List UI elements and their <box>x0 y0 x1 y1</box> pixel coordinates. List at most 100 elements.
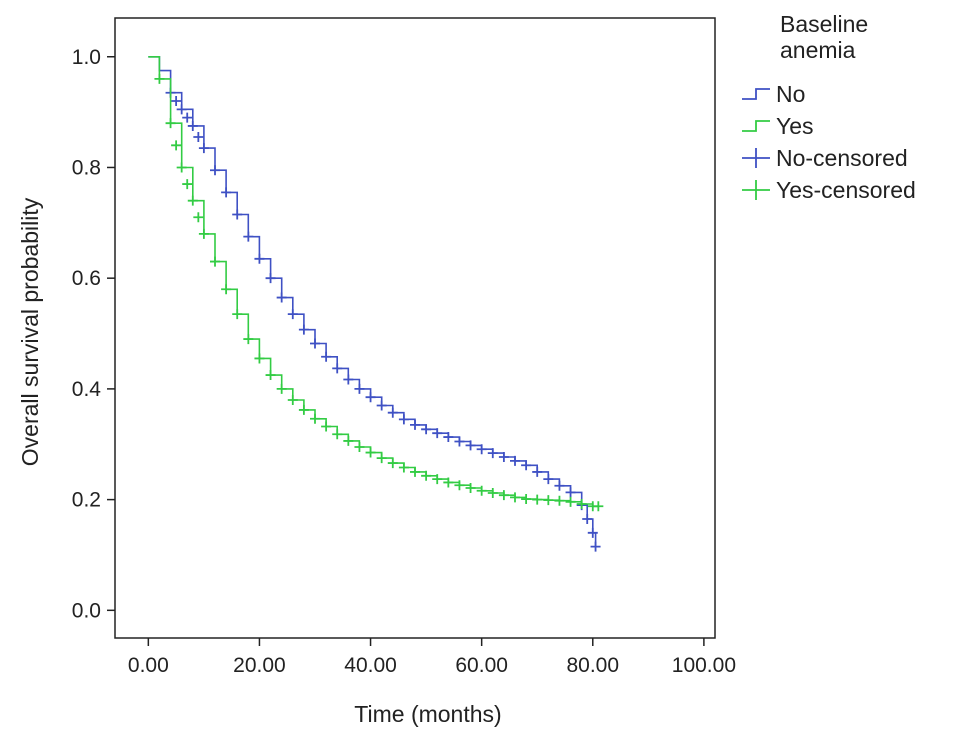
legend-label: Yes <box>776 113 814 139</box>
censor-mark <box>498 490 509 501</box>
censor-mark <box>198 143 209 154</box>
legend-symbol-plus <box>742 180 770 200</box>
legend-label: No-censored <box>776 145 908 171</box>
censor-mark <box>387 407 398 418</box>
censor-mark <box>565 496 576 507</box>
censor-mark <box>587 527 598 538</box>
legend-title-line-1: Baseline <box>780 11 868 37</box>
censor-mark <box>221 284 232 295</box>
censor-mark <box>187 195 198 206</box>
censor-mark <box>565 487 576 498</box>
legend-label: No <box>776 81 805 107</box>
censor-mark <box>532 466 543 477</box>
x-tick-label: 40.00 <box>344 654 397 677</box>
y-axis: 0.0 0.2 0.4 0.6 0.8 1.0 <box>72 46 115 622</box>
censor-mark <box>254 253 265 264</box>
censor-mark <box>276 292 287 303</box>
censor-mark <box>354 383 365 394</box>
censor-mark <box>387 458 398 469</box>
censor-mark <box>243 334 254 345</box>
censor-mark <box>543 474 554 485</box>
censor-mark <box>443 432 454 443</box>
x-axis: 0.00 20.00 40.00 60.00 80.00 100.00 <box>128 638 736 677</box>
x-axis-title: Time (months) <box>354 701 501 727</box>
censor-mark <box>443 477 454 488</box>
censor-mark <box>210 256 220 267</box>
censor-mark <box>187 120 198 131</box>
censor-mark <box>182 112 193 123</box>
censor-mark <box>521 494 532 505</box>
censor-mark <box>171 96 182 107</box>
censor-mark <box>182 179 193 190</box>
legend-title-line-2: anemia <box>780 37 856 63</box>
legend-symbol-step <box>742 120 770 132</box>
censor-mark <box>232 309 243 320</box>
censor-mark <box>465 440 476 451</box>
censor-mark <box>487 487 498 498</box>
censor-mark <box>165 118 176 129</box>
censor-mark <box>198 228 209 239</box>
x-tick-label: 0.00 <box>128 654 169 677</box>
censor-mark <box>510 455 520 466</box>
series-layer <box>148 56 604 552</box>
censor-mark <box>421 470 432 481</box>
censor-mark <box>176 162 187 173</box>
censor-mark <box>321 351 332 362</box>
legend-symbol-plus <box>742 148 770 168</box>
censor-mark <box>532 494 543 505</box>
x-tick-label: 100.00 <box>672 654 736 677</box>
censor-mark <box>171 140 182 151</box>
censor-marks-yes <box>154 73 604 512</box>
censor-mark <box>298 404 309 415</box>
censor-mark <box>510 492 520 503</box>
censor-mark <box>543 495 554 506</box>
y-tick-label: 0.8 <box>72 156 101 179</box>
censor-mark <box>582 513 593 524</box>
censor-mark <box>376 400 387 411</box>
y-tick-label: 0.0 <box>72 599 101 622</box>
y-tick-label: 0.6 <box>72 267 101 290</box>
censor-mark <box>576 499 587 510</box>
censor-mark <box>398 414 409 425</box>
censor-mark <box>221 187 232 198</box>
censor-mark <box>554 480 565 491</box>
censor-marks-no <box>165 87 601 552</box>
censor-mark <box>210 165 220 176</box>
censor-mark <box>365 392 376 403</box>
y-tick-label: 1.0 <box>72 46 101 69</box>
y-tick-label: 0.2 <box>72 489 101 512</box>
censor-mark <box>193 132 204 143</box>
censor-mark <box>154 73 165 84</box>
censor-mark <box>298 324 309 335</box>
censor-mark <box>176 104 187 115</box>
censor-mark <box>287 394 298 405</box>
y-tick-label: 0.4 <box>72 378 102 401</box>
censor-mark <box>310 338 320 349</box>
censor-mark <box>454 436 465 447</box>
y-axis-title: Overall survival probability <box>17 197 43 466</box>
censor-mark <box>243 231 254 242</box>
censor-mark <box>421 424 432 435</box>
censor-mark <box>554 495 565 506</box>
censor-mark <box>432 474 443 485</box>
x-tick-label: 20.00 <box>233 654 286 677</box>
censor-mark <box>354 442 365 453</box>
censor-mark <box>454 480 465 491</box>
censor-mark <box>476 485 487 496</box>
censor-mark <box>254 353 265 364</box>
censor-mark <box>232 209 243 220</box>
censor-mark <box>465 482 476 493</box>
censor-mark <box>593 501 604 512</box>
censor-mark <box>265 370 276 381</box>
censor-mark <box>410 466 420 477</box>
censor-mark <box>365 447 376 458</box>
censor-mark <box>276 383 287 394</box>
censor-mark <box>265 273 276 284</box>
legend-entries: No Yes No-censored Yes-censored <box>742 81 916 203</box>
censor-mark <box>343 374 354 385</box>
censor-mark <box>521 460 532 471</box>
legend-label: Yes-censored <box>776 177 916 203</box>
censor-mark <box>498 451 509 462</box>
series-line-no <box>148 56 597 547</box>
